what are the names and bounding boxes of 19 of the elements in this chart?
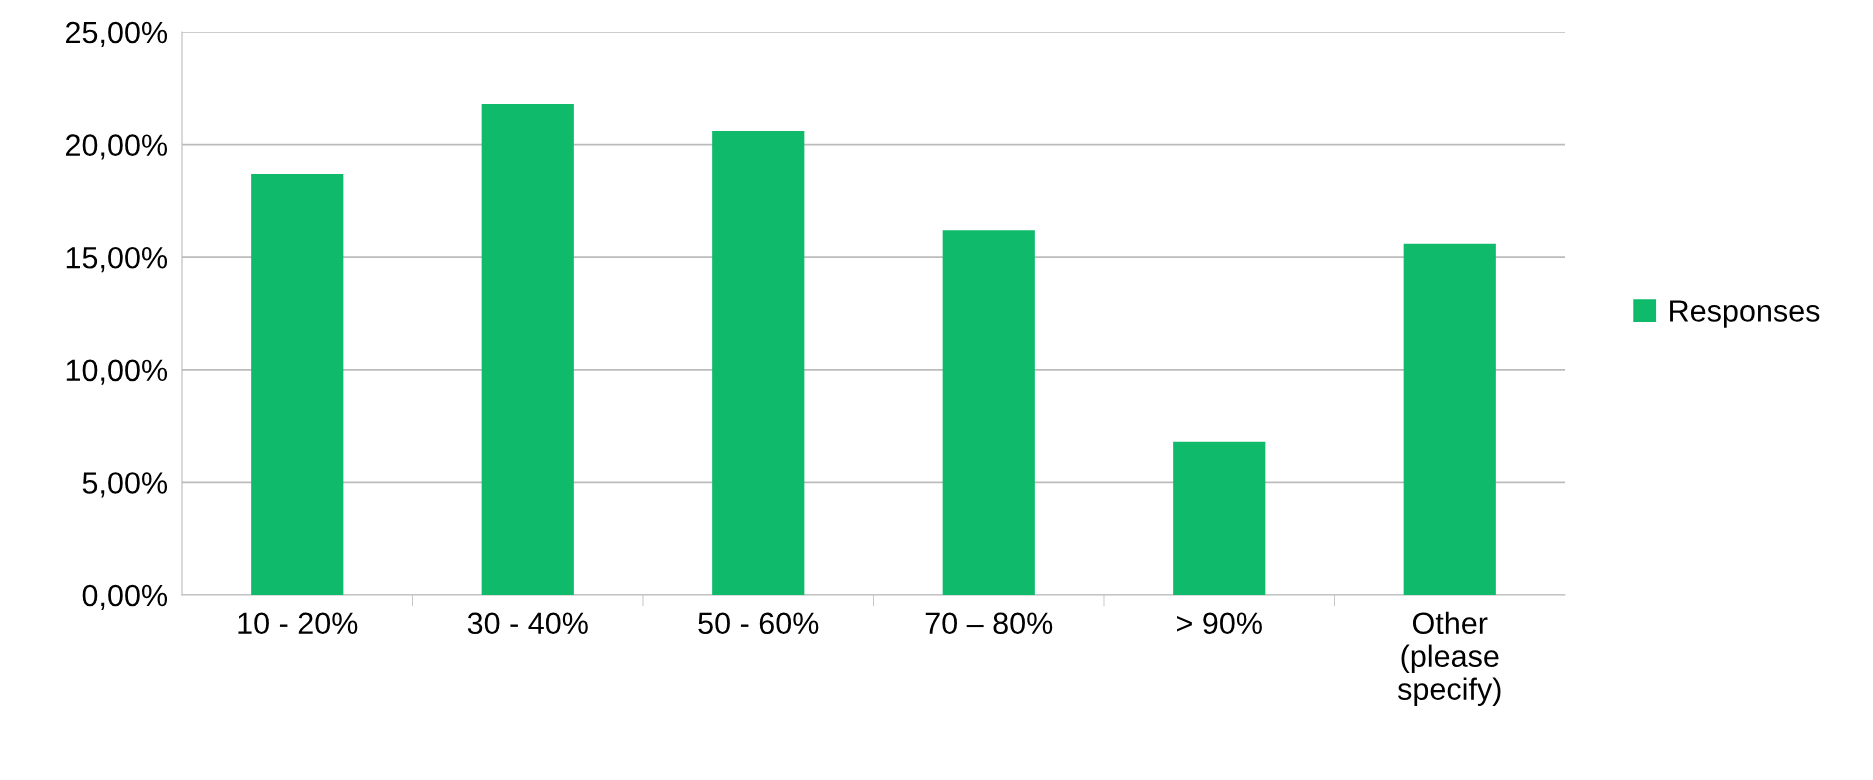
x-tick-label: > 90% [1177,612,1262,635]
bar [1403,243,1496,595]
y-tick-label: 20,00% [66,134,168,160]
bar [251,173,344,595]
y-tick-label: 5,00% [82,472,168,498]
y-tick-label: 10,00% [66,359,168,385]
bar [1173,441,1266,595]
legend-label: Responses [1670,300,1820,328]
x-tick-label: 30 - 40% [467,612,588,635]
y-tick-label: 0,00% [82,584,168,610]
bar [712,131,805,595]
bar [942,230,1035,595]
x-tick-label: 70 – 80% [925,612,1053,635]
x-tick-label: Other (please specify) [1397,611,1501,706]
y-tick-label: 15,00% [66,246,168,273]
bar [481,104,574,595]
x-tick-label: 50 - 60% [698,612,819,635]
y-tick-label: 25,00% [66,21,168,47]
x-tick-label: 10 - 20% [238,612,358,635]
